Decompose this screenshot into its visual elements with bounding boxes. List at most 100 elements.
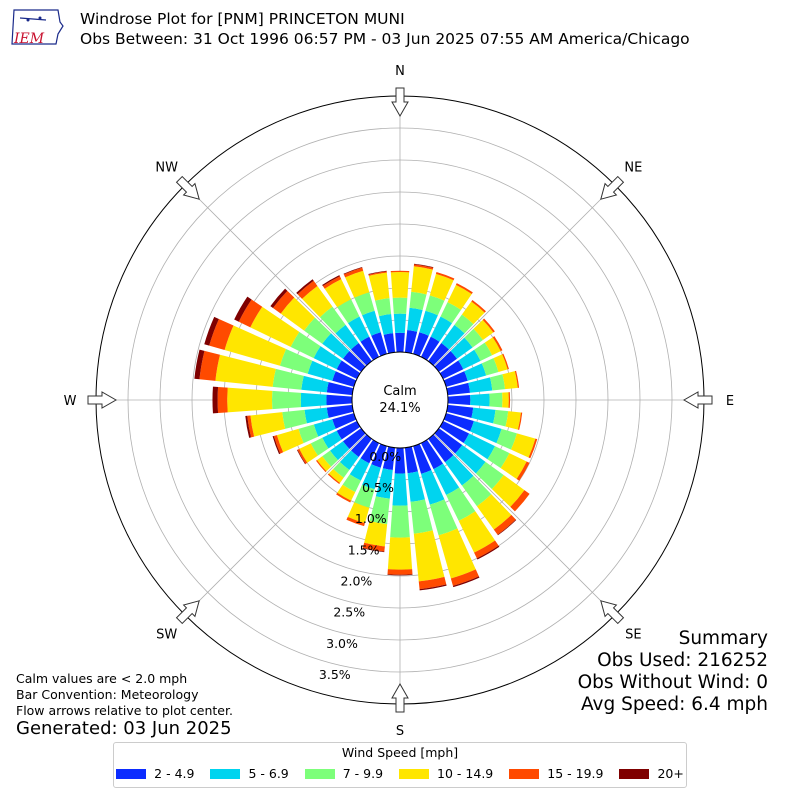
bar-110-bin-2 bbox=[496, 428, 517, 450]
summary-heading: Summary bbox=[678, 628, 768, 649]
bar-350-bin-1 bbox=[378, 314, 394, 335]
direction-label-se: SE bbox=[625, 627, 641, 642]
direction-label-s: S bbox=[396, 724, 404, 739]
direction-label-n: N bbox=[395, 64, 405, 79]
bar-60-bin-4 bbox=[492, 336, 503, 352]
grid-spoke-sw bbox=[184, 433, 367, 616]
bar-260-bin-0 bbox=[326, 404, 354, 418]
bar-170-bin-3 bbox=[413, 530, 445, 582]
bar-220-bin-3 bbox=[328, 468, 344, 483]
legend-label: 7 - 9.9 bbox=[342, 766, 384, 781]
bar-80-bin-4 bbox=[514, 370, 520, 388]
bar-350-bin-0 bbox=[383, 333, 396, 354]
bar-10-bin-1 bbox=[407, 307, 423, 332]
bar-90-bin-1 bbox=[470, 393, 490, 407]
bar-70-bin-2 bbox=[481, 358, 499, 376]
bar-30-bin-3 bbox=[447, 284, 472, 310]
legend-item-2: 7 - 9.9 bbox=[304, 766, 384, 781]
bar-330-bin-0 bbox=[360, 336, 380, 361]
bar-270-bin-5 bbox=[212, 386, 219, 414]
bar-40-bin-4 bbox=[471, 299, 486, 313]
bar-20-bin-0 bbox=[413, 332, 429, 357]
bar-140-bin-1 bbox=[445, 455, 474, 486]
bar-10-bin-4 bbox=[413, 264, 434, 270]
bar-240-bin-1 bbox=[322, 430, 342, 449]
legend-item-4: 15 - 19.9 bbox=[509, 766, 603, 781]
bar-100-bin-2 bbox=[493, 409, 509, 427]
bar-200-bin-1 bbox=[362, 464, 381, 490]
legend-label: 15 - 19.9 bbox=[547, 766, 604, 781]
radial-tick-label: 3.0% bbox=[326, 636, 358, 651]
bar-170-bin-0 bbox=[404, 446, 418, 474]
bar-320-bin-4 bbox=[297, 280, 318, 299]
bar-90-bin-4 bbox=[508, 392, 511, 408]
legend-item-0: 2 - 4.9 bbox=[116, 766, 194, 781]
bar-30-bin-1 bbox=[430, 316, 453, 342]
flow-arrow-s bbox=[391, 682, 409, 713]
bar-340-bin-5 bbox=[343, 267, 363, 275]
bar-160-bin-5 bbox=[452, 576, 480, 588]
bar-320-bin-3 bbox=[302, 285, 333, 318]
bar-20-bin-1 bbox=[419, 310, 438, 336]
legend-swatch bbox=[116, 768, 147, 779]
bar-190-bin-1 bbox=[375, 468, 393, 499]
flow-arrow-se bbox=[600, 600, 625, 625]
direction-label-sw: SW bbox=[156, 627, 177, 642]
bar-350-bin-5 bbox=[368, 270, 387, 275]
bar-330-bin-2 bbox=[337, 299, 360, 324]
bar-210-bin-4 bbox=[336, 492, 352, 503]
bar-320-bin-2 bbox=[319, 306, 346, 334]
bar-250-bin-5 bbox=[272, 435, 281, 455]
arrow-shape bbox=[175, 175, 200, 200]
bar-280-bin-4 bbox=[199, 350, 220, 381]
bar-340-bin-0 bbox=[371, 332, 387, 357]
bar-190-bin-3 bbox=[364, 521, 388, 547]
bar-340-bin-3 bbox=[345, 270, 370, 298]
bar-70-bin-1 bbox=[464, 363, 487, 381]
bar-270-bin-3 bbox=[227, 387, 273, 413]
radial-tick-label: 3.5% bbox=[319, 667, 351, 682]
summary-avg-speed: Avg Speed: 6.4 mph bbox=[580, 694, 768, 715]
bar-0-bin-3 bbox=[390, 271, 410, 298]
bar-50-bin-4 bbox=[482, 318, 495, 333]
bar-340-bin-1 bbox=[362, 310, 381, 336]
bar-130-bin-0 bbox=[434, 428, 463, 454]
bar-200-bin-0 bbox=[371, 443, 387, 468]
legend-label: 10 - 14.9 bbox=[437, 766, 494, 781]
bar-50-bin-2 bbox=[464, 328, 483, 348]
bar-150-bin-3 bbox=[458, 511, 496, 553]
legend-label: 5 - 6.9 bbox=[248, 766, 289, 781]
flow-arrow-n bbox=[391, 87, 409, 118]
bar-10-bin-5 bbox=[414, 263, 434, 268]
radial-tick-label: 1.0% bbox=[355, 511, 387, 526]
bar-20-bin-4 bbox=[435, 271, 455, 281]
bar-40-bin-2 bbox=[454, 314, 474, 334]
legend-items: 2 - 4.9 5 - 6.9 7 - 9.9 10 - 14.9 15 - 19.9 2… bbox=[114, 766, 686, 781]
bar-60-bin-3 bbox=[484, 337, 501, 356]
arrow-shape bbox=[600, 175, 625, 200]
bar-320-bin-1 bbox=[335, 324, 359, 350]
arrow-shape bbox=[391, 682, 409, 713]
bar-200-bin-3 bbox=[347, 502, 370, 524]
bar-90-bin-0 bbox=[447, 394, 471, 406]
bar-290-bin-4 bbox=[209, 318, 234, 351]
bar-160-bin-4 bbox=[450, 569, 479, 586]
bar-20-bin-2 bbox=[425, 295, 445, 316]
bar-350-bin-2 bbox=[375, 298, 392, 317]
bar-300-bin-3 bbox=[250, 306, 300, 347]
bar-160-bin-3 bbox=[438, 528, 476, 579]
bar-210-bin-1 bbox=[349, 458, 370, 481]
legend-swatch bbox=[619, 768, 650, 779]
bar-280-bin-0 bbox=[326, 382, 354, 396]
grid-spoke-nw bbox=[184, 184, 367, 367]
calm-circle bbox=[351, 351, 449, 449]
bar-290-bin-5 bbox=[204, 316, 219, 346]
radial-tick-label: 2.5% bbox=[333, 605, 365, 620]
bar-180-bin-1 bbox=[392, 473, 408, 506]
bar-200-bin-4 bbox=[346, 516, 365, 527]
bar-50-bin-3 bbox=[473, 319, 494, 340]
arrow-shape bbox=[175, 600, 200, 625]
grid-spoke-se bbox=[433, 433, 616, 616]
bar-0-bin-2 bbox=[392, 297, 408, 314]
